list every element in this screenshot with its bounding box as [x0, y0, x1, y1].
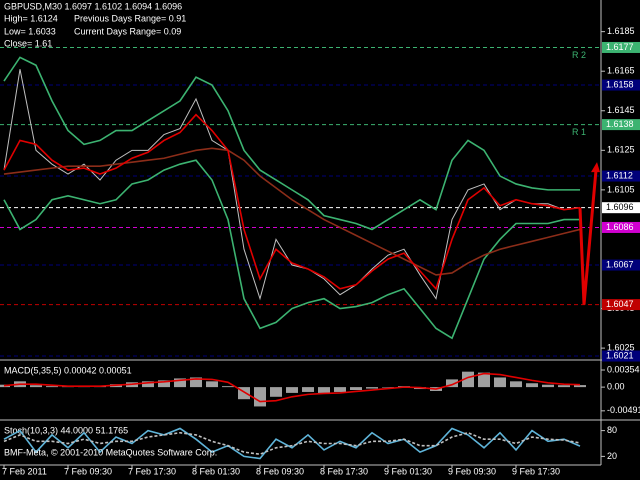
header-symbol: GBPUSD,M30 1.6097 1.6102 1.6094 1.6096: [4, 1, 182, 11]
x-tick-label: 7 Feb 2011: [2, 466, 47, 476]
series-line: [3, 113, 581, 291]
histogram-bar: [574, 385, 586, 388]
series-line: [3, 427, 581, 460]
series-line: [3, 147, 581, 276]
level-label: 1.6086: [606, 222, 634, 232]
histogram-bar: [46, 386, 58, 388]
y-tick-label: 1.6165: [607, 66, 635, 76]
histogram-bar: [30, 385, 42, 388]
level-box: [602, 299, 640, 311]
level-box: [602, 119, 640, 131]
copyright: BMF-Meta, © 2001-2010 MetaQuotes Softwar…: [4, 447, 217, 457]
x-tick-label: 7 Feb 09:30: [64, 466, 112, 476]
level-box: [602, 79, 640, 91]
histogram-bar: [446, 379, 458, 388]
panel-title: MACD(5,35,5) 0.00042 0.00051: [4, 365, 132, 375]
y-tick-label: -0.00491: [607, 405, 640, 415]
series-line: [3, 372, 581, 403]
level-box: [602, 41, 640, 53]
y-tick-label: 0.00: [607, 381, 625, 391]
histogram-bar: [158, 380, 170, 388]
level-box: [602, 202, 640, 214]
histogram-bar: [366, 387, 378, 389]
level-label: 1.6096: [606, 202, 634, 212]
level-box: [602, 170, 640, 182]
histogram-bar: [254, 387, 266, 407]
histogram-bar: [494, 377, 506, 388]
level-name: R 1: [572, 127, 586, 137]
level-label: 1.6021: [606, 350, 634, 360]
series-line: [3, 159, 580, 340]
plot: 1.61851.61651.61451.61251.61051.60451.60…: [0, 26, 640, 476]
level-label: 1.6177: [606, 42, 634, 52]
header-high: High= 1.6124: [4, 13, 58, 23]
histogram-bar: [542, 384, 554, 388]
level-label: 1.6067: [606, 259, 634, 269]
series-line: [3, 56, 580, 231]
histogram-bar: [206, 381, 218, 388]
histogram-bar: [142, 381, 154, 388]
histogram-bar: [558, 385, 570, 388]
header-low: Low= 1.6033: [4, 26, 56, 36]
header-cur-range: Current Days Range= 0.09: [74, 26, 181, 36]
level-box: [602, 350, 640, 362]
level-box: [602, 259, 640, 271]
y-tick-label: 1.6125: [607, 145, 635, 155]
forecast-line: [578, 170, 598, 305]
level-label: 1.6158: [606, 79, 634, 89]
y-tick-label: 1.6105: [607, 184, 635, 194]
histogram-bar: [302, 387, 314, 392]
histogram-bar: [382, 387, 394, 388]
x-tick-label: 9 Feb 17:30: [512, 466, 560, 476]
histogram-bar: [318, 387, 330, 393]
histogram-bar: [334, 387, 346, 392]
histogram-bar: [270, 387, 282, 397]
level-name: R 2: [572, 50, 586, 60]
x-tick-label: 8 Feb 17:30: [320, 466, 368, 476]
histogram-bar: [190, 377, 202, 388]
x-tick-label: 7 Feb 17:30: [128, 466, 176, 476]
histogram-bar: [478, 372, 490, 388]
header-close: Close= 1.61: [4, 38, 52, 48]
y-tick-label: 0.00354: [607, 364, 640, 374]
level-label: 1.6112: [606, 170, 633, 180]
y-tick-label: 80: [607, 425, 617, 435]
y-tick-label: 1.6145: [607, 105, 635, 115]
x-tick-label: 8 Feb 09:30: [256, 466, 304, 476]
histogram-bar: [174, 378, 186, 388]
series-line: [3, 431, 581, 456]
histogram-bar: [510, 381, 522, 388]
y-tick-label: 20: [607, 451, 617, 461]
x-tick-label: 9 Feb 09:30: [448, 466, 496, 476]
histogram-bar: [462, 371, 474, 388]
panel-title: Stoch(10,3,3) 44.0000 51.1765: [4, 425, 128, 435]
x-tick-label: 8 Feb 01:30: [192, 466, 240, 476]
histogram-bar: [286, 387, 298, 393]
histogram-bar: [350, 387, 362, 391]
forecast-arrowhead: [591, 162, 600, 173]
histogram-bar: [526, 383, 538, 388]
y-tick-label: 1.6185: [607, 26, 635, 36]
y-tick-label: 1.6025: [607, 342, 635, 352]
header-prev-range: Previous Days Range= 0.91: [74, 13, 186, 23]
level-label: 1.6047: [606, 299, 634, 309]
series-line: [3, 69, 581, 301]
level-box: [602, 221, 640, 233]
level-label: 1.6138: [606, 119, 634, 129]
histogram-bar: [222, 386, 234, 388]
x-tick-label: 9 Feb 01:30: [384, 466, 432, 476]
